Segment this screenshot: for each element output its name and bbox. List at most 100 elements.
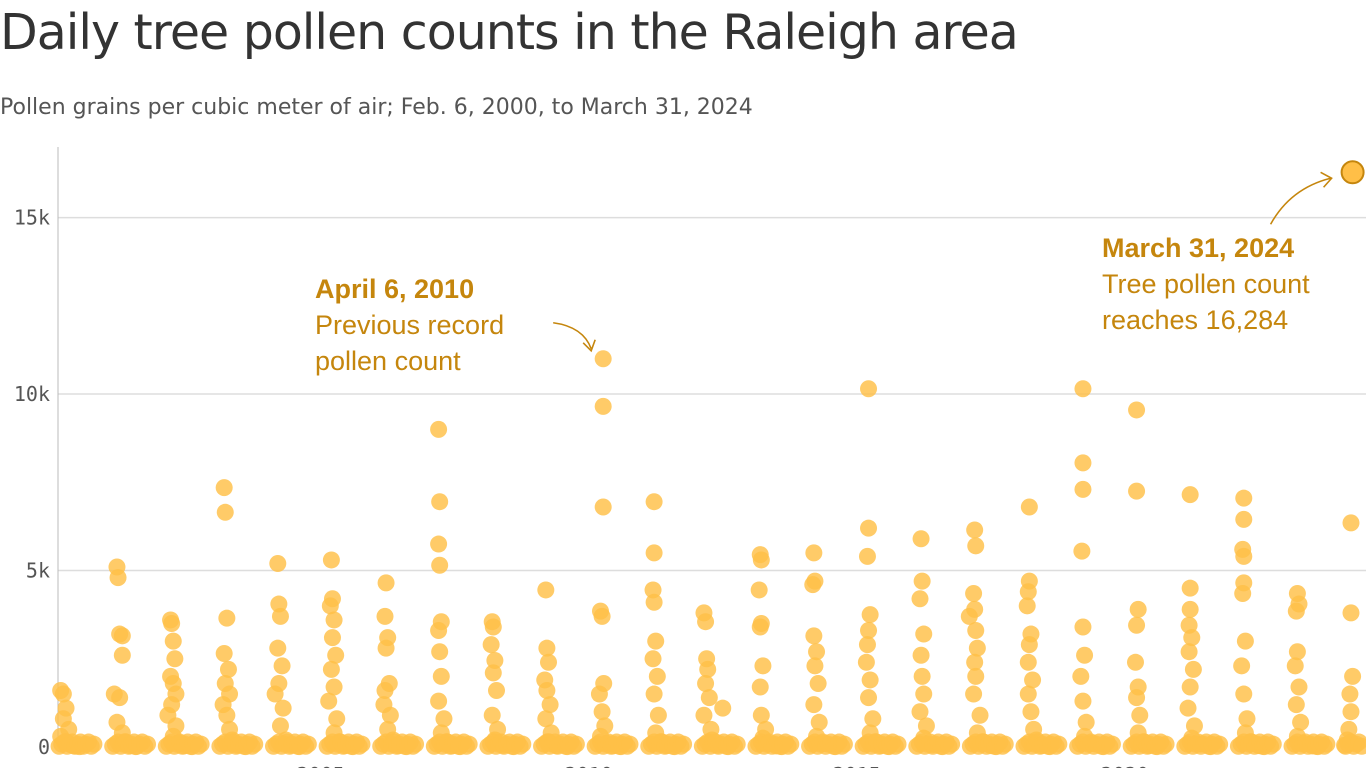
data-point (246, 735, 264, 753)
data-point (1236, 632, 1254, 650)
data-point (858, 547, 876, 565)
data-point (1074, 454, 1092, 472)
data-point (805, 627, 823, 645)
data-point (1050, 735, 1068, 753)
data-point (967, 622, 985, 640)
data-point (376, 607, 394, 625)
data-point (54, 685, 72, 703)
data-point (321, 597, 339, 615)
data-point (540, 653, 557, 671)
data-point (216, 503, 234, 521)
data-point (695, 706, 713, 724)
data-point (751, 678, 769, 696)
data-point (912, 646, 930, 664)
data-point (218, 706, 236, 724)
data-point (1341, 685, 1359, 703)
data-point (1131, 706, 1149, 724)
x-tick-label: 2005 (297, 763, 345, 768)
data-point (381, 706, 399, 724)
data-point (1073, 542, 1091, 560)
data-point (1074, 380, 1092, 398)
data-point (166, 650, 184, 668)
data-point (649, 706, 667, 724)
data-point (860, 622, 878, 640)
data-point (325, 611, 343, 629)
data-point (537, 710, 555, 728)
data-point (219, 660, 237, 678)
data-point (163, 614, 181, 632)
data-point (269, 554, 287, 572)
data-point (1344, 667, 1362, 685)
data-point (966, 653, 984, 671)
y-tick-label: 5k (26, 559, 50, 583)
data-point (269, 639, 287, 657)
data-point (1128, 401, 1146, 419)
data-point (1128, 616, 1146, 634)
data-point (377, 639, 395, 657)
data-point (911, 590, 929, 608)
data-point (1342, 604, 1360, 622)
data-point (912, 530, 930, 548)
data-point (645, 544, 663, 562)
annotation-2010-line: pollen count (315, 346, 461, 376)
data-point (430, 622, 448, 640)
annotations: April 6, 2010 Previous record pollen count… (315, 171, 1333, 376)
data-point (594, 350, 612, 368)
data-point (1179, 699, 1197, 717)
data-point (857, 653, 875, 671)
data-point (858, 636, 876, 654)
data-point (299, 735, 317, 753)
data-point (1020, 498, 1038, 516)
data-point (1211, 735, 1229, 753)
data-point (486, 652, 504, 670)
data-point (1264, 735, 1282, 753)
data-point (728, 735, 746, 753)
annotation-2024-line: Tree pollen count (1102, 269, 1310, 299)
y-tick-label: 0 (38, 735, 50, 759)
data-point (699, 660, 717, 678)
data-point (594, 397, 612, 415)
data-point (960, 607, 978, 625)
data-point (1235, 489, 1253, 507)
data-point (675, 735, 693, 753)
chart-title: Daily tree pollen counts in the Raleigh … (0, 4, 1019, 61)
data-point (1181, 486, 1199, 504)
data-point (567, 735, 585, 753)
data-point (911, 703, 929, 721)
chart-subtitle: Pollen grains per cubic meter of air; Fe… (0, 95, 753, 120)
data-point (218, 609, 236, 627)
data-point (965, 584, 983, 602)
data-point (1235, 685, 1253, 703)
data-point (1074, 480, 1092, 498)
data-point (1018, 597, 1036, 615)
data-point (1103, 735, 1121, 753)
data-point (782, 735, 800, 753)
data-point (192, 735, 210, 753)
data-point (913, 667, 931, 685)
data-point (541, 696, 559, 714)
data-point (483, 706, 501, 724)
data-point (1288, 643, 1306, 661)
annotation-2010-heading: April 6, 2010 (315, 274, 474, 304)
data-point (754, 657, 772, 675)
y-tick-label: 15k (14, 206, 50, 230)
data-point (432, 667, 450, 685)
data-point (482, 636, 500, 654)
data-point (266, 685, 284, 703)
data-point (377, 574, 395, 592)
x-axis-ticks: 2005 2010 2015 2020 (297, 763, 1149, 768)
data-point (215, 479, 233, 497)
data-point (431, 556, 449, 574)
data-point (271, 717, 289, 735)
data-point (271, 607, 289, 625)
data-point (1318, 735, 1336, 753)
data-point (1292, 713, 1310, 731)
data-point (435, 710, 453, 728)
data-point (968, 639, 986, 657)
data-point (644, 581, 662, 599)
data-point (430, 692, 448, 710)
arrow-2010 (553, 321, 592, 350)
x-tick-label: 2010 (565, 763, 613, 768)
data-point (1129, 600, 1147, 618)
